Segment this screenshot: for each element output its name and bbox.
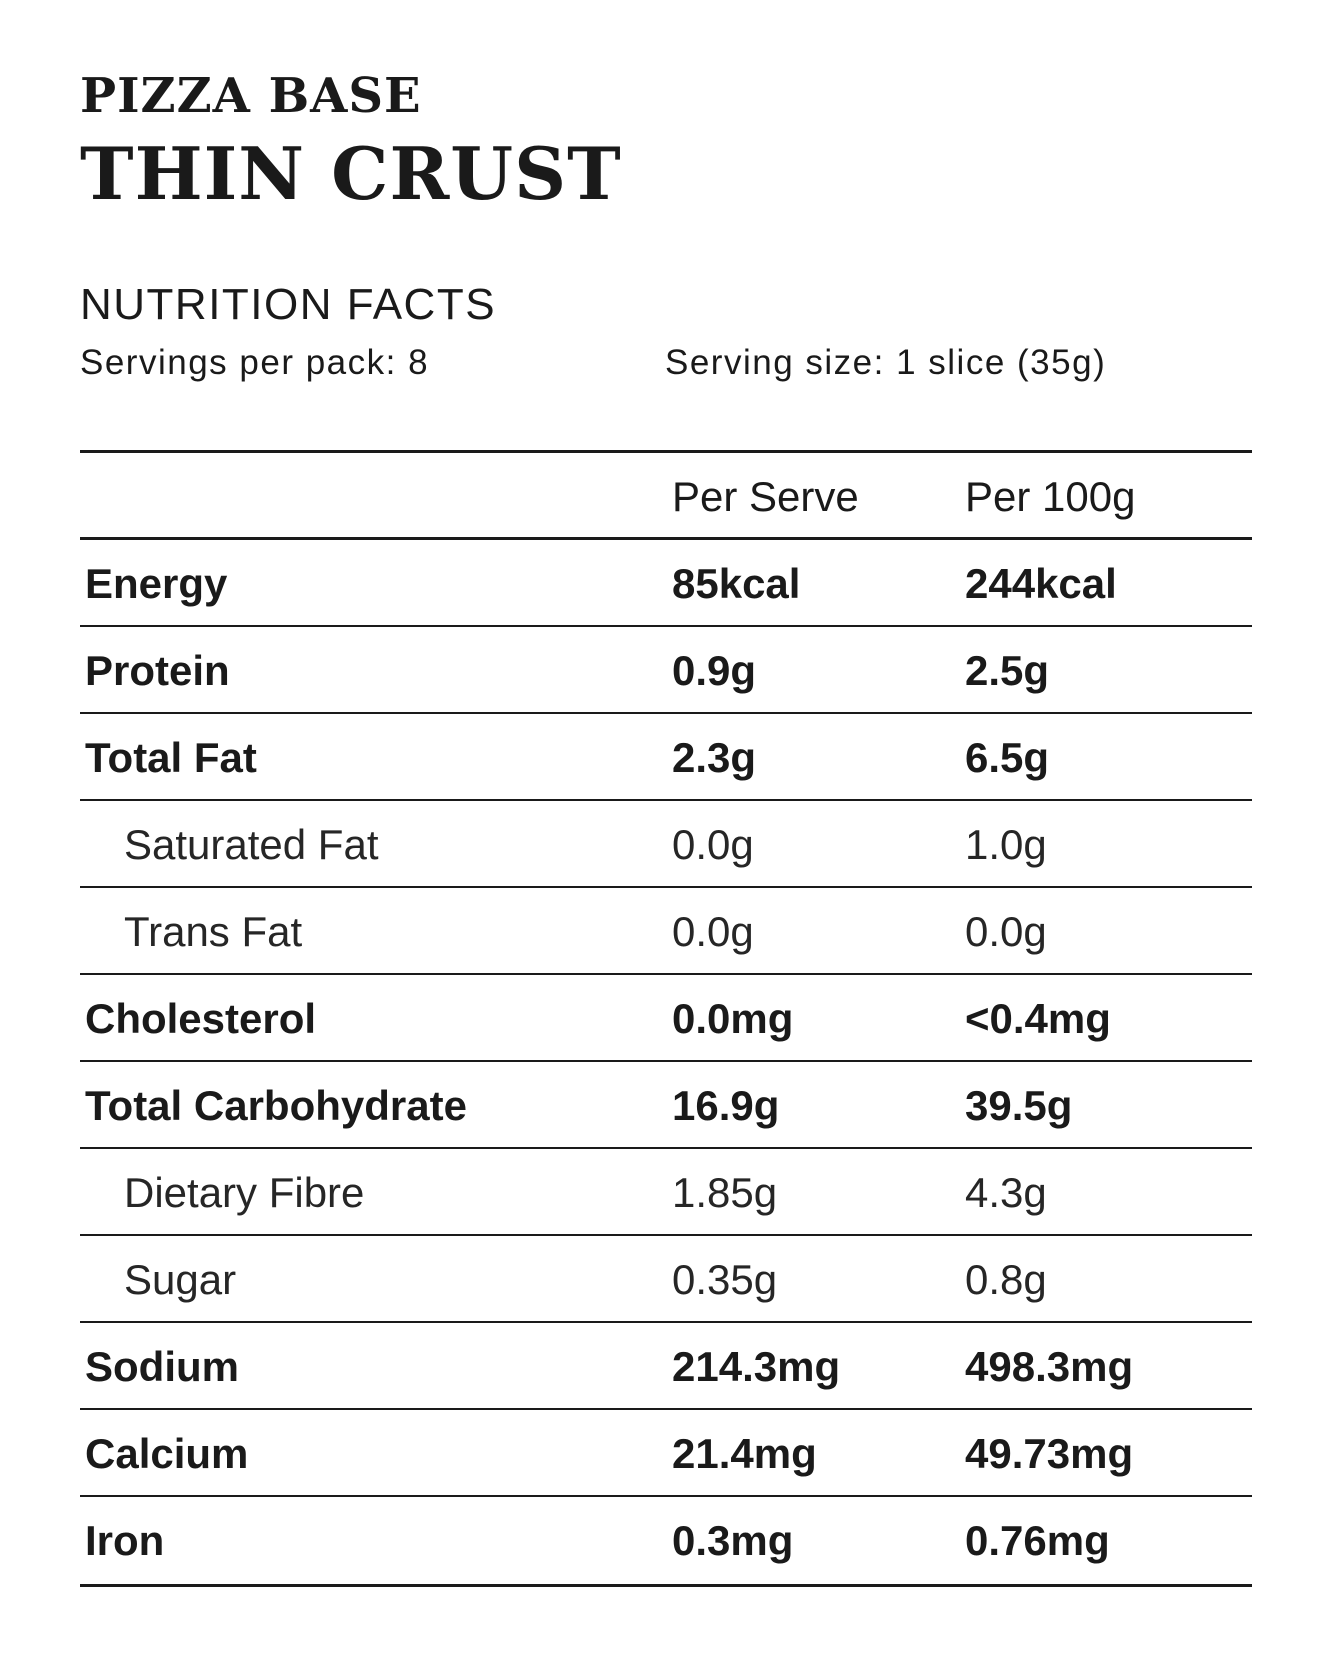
per-100g-value: 244kcal bbox=[965, 560, 1117, 607]
table-row-saturated-fat: Saturated Fat 0.0g 1.0g bbox=[80, 801, 1252, 888]
per-100g-value: 6.5g bbox=[965, 734, 1050, 781]
column-header-per-serve: Per Serve bbox=[672, 473, 859, 520]
per-serve-value: 21.4mg bbox=[672, 1430, 817, 1477]
nutrient-name: Dietary Fibre bbox=[124, 1169, 365, 1216]
per-serve-value: 214.3mg bbox=[672, 1343, 841, 1390]
table-row-trans-fat: Trans Fat 0.0g 0.0g bbox=[80, 888, 1252, 975]
per-100g-value: 2.5g bbox=[965, 647, 1050, 694]
per-serve-value: 1.85g bbox=[672, 1169, 778, 1216]
per-100g-value: 0.8g bbox=[965, 1256, 1047, 1303]
per-serve-value: 0.0g bbox=[672, 908, 754, 955]
per-100g-value: 0.76mg bbox=[965, 1517, 1110, 1564]
nutrient-name: Total Fat bbox=[85, 734, 257, 781]
per-serve-value: 0.0mg bbox=[672, 995, 794, 1042]
nutrient-name: Iron bbox=[85, 1517, 165, 1564]
per-serve-value: 16.9g bbox=[672, 1082, 780, 1129]
nutrition-facts-title: NUTRITION FACTS bbox=[80, 280, 497, 329]
column-header-per-100g: Per 100g bbox=[965, 473, 1136, 520]
per-serve-value: 0.0g bbox=[672, 821, 754, 868]
product-name: THIN CRUST bbox=[80, 131, 622, 216]
table-row-iron: Iron 0.3mg 0.76mg bbox=[80, 1497, 1252, 1584]
nutrient-name: Calcium bbox=[85, 1430, 249, 1477]
nutrient-name: Sodium bbox=[85, 1343, 239, 1390]
per-serve-value: 0.3mg bbox=[672, 1517, 794, 1564]
per-100g-value: 0.0g bbox=[965, 908, 1047, 955]
table-header-row: Per Serve Per 100g bbox=[80, 453, 1252, 540]
table-row-cholesterol: Cholesterol 0.0mg <0.4mg bbox=[80, 975, 1252, 1062]
per-serve-value: 0.35g bbox=[672, 1256, 778, 1303]
nutrient-name: Cholesterol bbox=[85, 995, 317, 1042]
table-row-sodium: Sodium 214.3mg 498.3mg bbox=[80, 1323, 1252, 1410]
per-100g-value: 1.0g bbox=[965, 821, 1047, 868]
per-100g-value: 4.3g bbox=[965, 1169, 1047, 1216]
nutrient-name: Trans Fat bbox=[124, 908, 303, 955]
table-row-total-carbohydrate: Total Carbohydrate 16.9g 39.5g bbox=[80, 1062, 1252, 1149]
table-row-total-fat: Total Fat 2.3g 6.5g bbox=[80, 714, 1252, 801]
table-row-calcium: Calcium 21.4mg 49.73mg bbox=[80, 1410, 1252, 1497]
table-row-sugar: Sugar 0.35g 0.8g bbox=[80, 1236, 1252, 1323]
per-100g-value: 49.73mg bbox=[965, 1430, 1134, 1477]
per-100g-value: 39.5g bbox=[965, 1082, 1073, 1129]
nutrition-table: Per Serve Per 100g Energy 85kcal 244kcal… bbox=[80, 450, 1252, 1587]
serving-size: Serving size: 1 slice (35g) bbox=[665, 343, 1107, 382]
nutrient-name: Total Carbohydrate bbox=[85, 1082, 467, 1129]
per-serve-value: 2.3g bbox=[672, 734, 757, 781]
nutrient-name: Protein bbox=[85, 647, 230, 694]
table-row-dietary-fibre: Dietary Fibre 1.85g 4.3g bbox=[80, 1149, 1252, 1236]
per-100g-value: 498.3mg bbox=[965, 1343, 1134, 1390]
servings-per-pack: Servings per pack: 8 bbox=[80, 343, 430, 382]
per-serve-value: 0.9g bbox=[672, 647, 757, 694]
nutrient-name: Sugar bbox=[124, 1256, 237, 1303]
product-category: PIZZA BASE bbox=[80, 68, 422, 124]
nutrient-name: Saturated Fat bbox=[124, 821, 379, 868]
nutrient-name: Energy bbox=[85, 560, 228, 607]
per-100g-value: <0.4mg bbox=[965, 995, 1111, 1042]
table-row-energy: Energy 85kcal 244kcal bbox=[80, 540, 1252, 627]
table-row-protein: Protein 0.9g 2.5g bbox=[80, 627, 1252, 714]
per-serve-value: 85kcal bbox=[672, 560, 801, 607]
